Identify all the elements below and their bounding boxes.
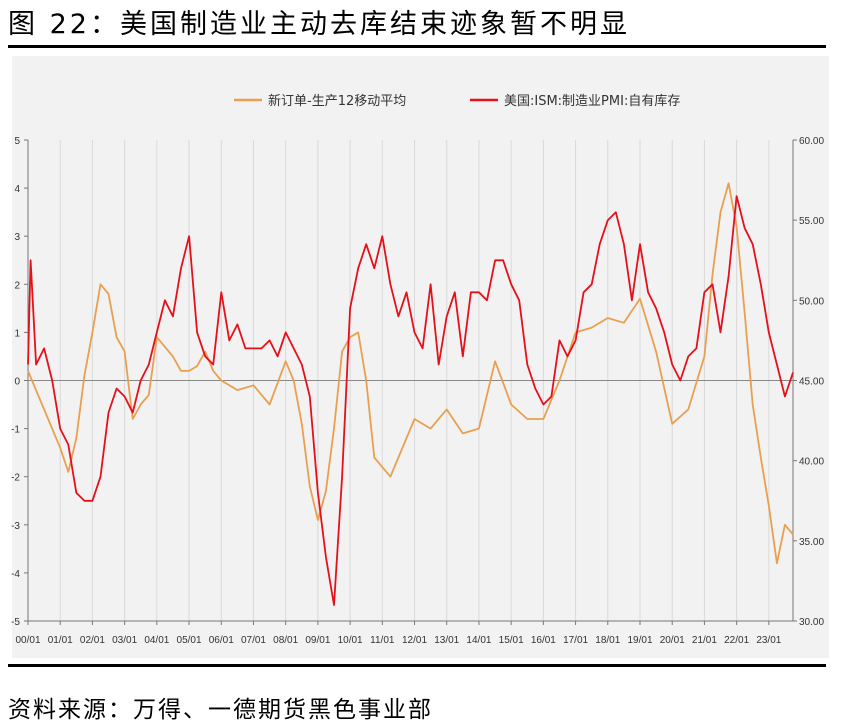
y-right-tick-label: 35.00: [799, 537, 824, 548]
x-tick-label: 02/01: [80, 635, 105, 646]
x-tick-label: 09/01: [305, 635, 330, 646]
y-left-tick-label: -2: [11, 473, 20, 484]
y-left-tick-label: 4: [14, 184, 20, 195]
x-tick-label: 18/01: [595, 635, 620, 646]
title-rule: [8, 45, 826, 48]
x-tick-label: 22/01: [724, 635, 749, 646]
x-tick-label: 15/01: [499, 635, 524, 646]
y-right-tick-label: 45.00: [799, 377, 824, 388]
y-left-tick-label: 2: [14, 280, 20, 291]
y-right-tick-label: 50.00: [799, 296, 824, 307]
source-note: 资料来源：万得、一德期货黑色事业部: [8, 697, 433, 723]
chart-panel: [12, 56, 829, 658]
x-tick-label: 13/01: [434, 635, 459, 646]
series-line-0: [27, 182, 794, 565]
x-tick-label: 17/01: [563, 635, 588, 646]
y-right-tick-label: 30.00: [799, 617, 824, 628]
x-tick-label: 07/01: [241, 635, 266, 646]
series-lines: [27, 182, 794, 606]
x-tick-label: 00/01: [15, 635, 40, 646]
x-tick-label: 03/01: [112, 635, 137, 646]
source-rule: [8, 664, 826, 667]
y-right-tick-label: 55.00: [799, 216, 824, 227]
x-tick-label: 06/01: [209, 635, 234, 646]
legend-label-0: 新订单-生产12移动平均: [268, 93, 406, 109]
legend-label-1: 美国:ISM:制造业PMI:自有库存: [504, 93, 680, 109]
axes: -5 -4 -3 -2 -1 0 1 2 3 4 5 30.00 35.00 40.00 45.00 50.0…: [11, 136, 824, 646]
x-tick-label: 14/01: [466, 635, 491, 646]
x-tick-label: 23/01: [756, 635, 781, 646]
x-tick-label: 04/01: [144, 635, 169, 646]
y-left-tick-label: 5: [14, 136, 20, 147]
series-line-1: [27, 195, 794, 606]
y-right-tick-label: 60.00: [799, 136, 824, 147]
x-tick-label: 21/01: [692, 635, 717, 646]
x-tick-label: 19/01: [627, 635, 652, 646]
y-left-tick-label: -3: [11, 521, 20, 532]
x-tick-label: 10/01: [338, 635, 363, 646]
figure-title: 图 22：美国制造业主动去库结束迹象暂不明显: [8, 9, 630, 40]
y-right-tick-label: 40.00: [799, 457, 824, 468]
y-left-tick-label: 0: [14, 377, 20, 388]
x-tick-label: 20/01: [660, 635, 685, 646]
y-left-tick-label: -1: [11, 425, 20, 436]
x-tick-label: 12/01: [402, 635, 427, 646]
y-left-tick-label: -4: [11, 569, 20, 580]
x-tick-label: 16/01: [531, 635, 556, 646]
x-tick-label: 11/01: [370, 635, 395, 646]
y-left-tick-label: 3: [14, 232, 20, 243]
x-tick-label: 05/01: [177, 635, 202, 646]
y-left-tick-label: -5: [11, 617, 20, 628]
x-tick-label: 08/01: [273, 635, 298, 646]
legend: 新订单-生产12移动平均 美国:ISM:制造业PMI:自有库存: [234, 93, 680, 109]
x-tick-label: 01/01: [48, 635, 73, 646]
y-left-tick-label: 1: [14, 328, 20, 339]
